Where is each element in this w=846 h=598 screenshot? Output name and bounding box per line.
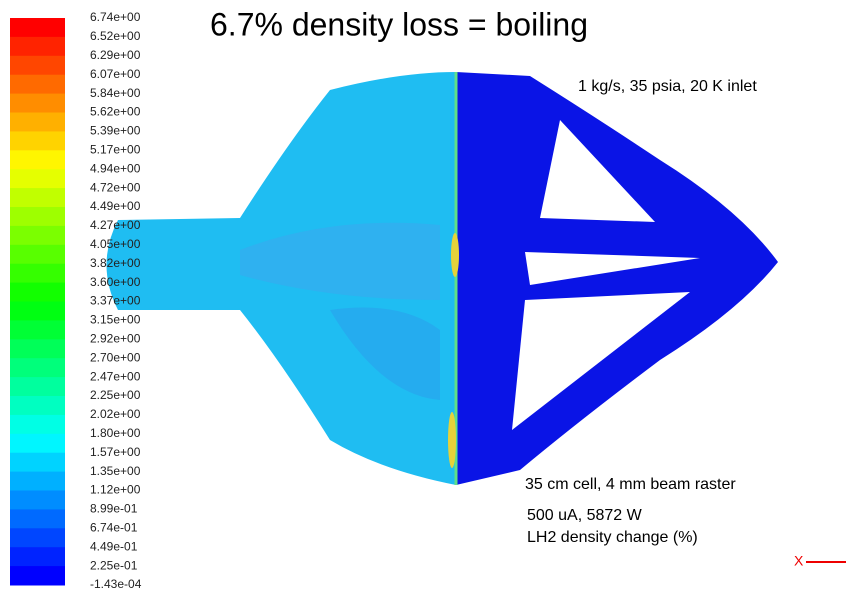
colorbar-band [10, 283, 65, 302]
colorbar-label: 2.47e+00 [90, 369, 141, 383]
colorbar-label: 2.25e+00 [90, 388, 141, 402]
contour [107, 72, 779, 485]
colorbar-band [10, 207, 65, 226]
colorbar-band [10, 528, 65, 547]
colorbar-band [10, 415, 65, 434]
colorbar-label: 3.60e+00 [90, 275, 141, 289]
colorbar-label: 5.62e+00 [90, 105, 141, 119]
colorbar-label: 6.52e+00 [90, 29, 141, 43]
annotation: 500 uA, 5872 W [527, 507, 643, 524]
colorbar-band [10, 339, 65, 358]
colorbar-band [10, 320, 65, 339]
colorbar-label: 4.49e+00 [90, 199, 141, 213]
colorbar-label: 2.02e+00 [90, 407, 141, 421]
colorbar-band [10, 472, 65, 491]
colorbar-band [10, 37, 65, 56]
colorbar-label: 4.49e-01 [90, 539, 138, 553]
colorbar-band [10, 396, 65, 415]
colorbar-band [10, 226, 65, 245]
colorbar-band [10, 509, 65, 528]
colorbar-band [10, 169, 65, 188]
colorbar-label: 4.27e+00 [90, 218, 141, 232]
right-region [456, 72, 778, 485]
colorbar-band [10, 75, 65, 94]
hot-spot [451, 233, 459, 277]
colorbar-label: 6.74e-01 [90, 520, 138, 534]
colorbar-band [10, 131, 65, 150]
colorbar-label: 5.84e+00 [90, 86, 141, 100]
colorbar-band [10, 566, 65, 585]
axis-label: X [794, 553, 804, 569]
colorbar-label: 5.17e+00 [90, 142, 141, 156]
annotation: 35 cm cell, 4 mm beam raster [525, 476, 736, 493]
colorbar-label: 4.05e+00 [90, 237, 141, 251]
colorbar-band [10, 56, 65, 75]
colorbar-band [10, 302, 65, 321]
colorbar-label: 8.99e-01 [90, 502, 138, 516]
colorbar-band [10, 150, 65, 169]
colorbar-band [10, 453, 65, 472]
colorbar-label: 2.92e+00 [90, 331, 141, 345]
colorbar-label: 4.94e+00 [90, 161, 141, 175]
hot-spot [448, 412, 456, 468]
colorbar-band [10, 245, 65, 264]
annotation: LH2 density change (%) [527, 529, 698, 546]
title: 6.7% density loss = boiling [210, 6, 588, 42]
axis-indicator: X [794, 553, 846, 569]
colorbar-label: 3.82e+00 [90, 256, 141, 270]
colorbar-label: 3.15e+00 [90, 313, 141, 327]
colorbar-label: 1.35e+00 [90, 464, 141, 478]
colorbar-band [10, 94, 65, 113]
colorbar-label: 5.39e+00 [90, 124, 141, 138]
colorbar-band [10, 547, 65, 566]
colorbar-label: 3.37e+00 [90, 294, 141, 308]
colorbar-label: 6.29e+00 [90, 48, 141, 62]
colorbar-label: 2.70e+00 [90, 350, 141, 364]
colorbar-label: -1.43e-04 [90, 577, 142, 591]
colorbar-label: 1.57e+00 [90, 445, 141, 459]
colorbar-band [10, 188, 65, 207]
colorbar-label: 6.07e+00 [90, 67, 141, 81]
colorbar-band [10, 377, 65, 396]
colorbar-band [10, 491, 65, 510]
colorbar-band [10, 18, 65, 37]
figure: 6.7% density loss = boiling 1 kg/s, 35 p… [0, 0, 846, 598]
colorbar-band [10, 358, 65, 377]
colorbar-label: 6.74e+00 [90, 10, 141, 24]
colorbar-band [10, 264, 65, 283]
colorbar-label: 1.12e+00 [90, 483, 141, 497]
colorbar-label: 2.25e-01 [90, 558, 138, 572]
colorbar-band [10, 113, 65, 132]
annotation: 1 kg/s, 35 psia, 20 K inlet [578, 78, 757, 95]
colorbar-label: 4.72e+00 [90, 180, 141, 194]
colorbar-label: 1.80e+00 [90, 426, 141, 440]
colorbar-band [10, 434, 65, 453]
